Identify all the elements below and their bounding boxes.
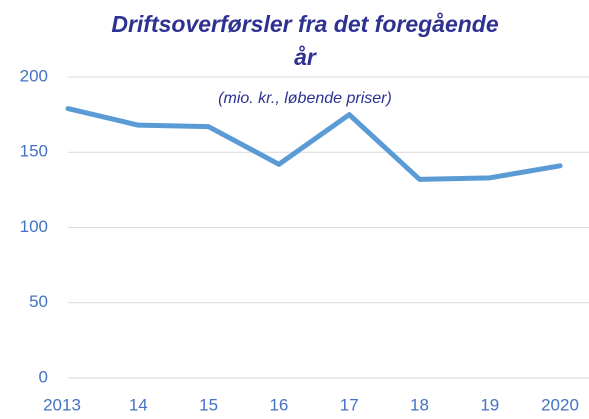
x-tick-label: 19 — [480, 395, 499, 414]
x-tick-label: 17 — [340, 395, 359, 414]
y-tick-label: 100 — [20, 217, 48, 236]
chart-title: Driftsoverførsler fra det foregående år — [111, 11, 499, 70]
data-line — [65, 106, 563, 182]
x-tick-label: 16 — [269, 395, 288, 414]
x-tick-label: 2013 — [43, 395, 81, 414]
y-tick-label: 0 — [39, 367, 48, 386]
chart-subtitle: (mio. kr., løbende priser) — [218, 90, 392, 107]
y-tick-label: 150 — [20, 142, 48, 161]
x-tick-label: 15 — [199, 395, 218, 414]
x-tick-label: 18 — [410, 395, 429, 414]
x-tick-label: 14 — [129, 395, 148, 414]
x-tick-label: 2020 — [541, 395, 579, 414]
y-tick-label: 200 — [20, 66, 48, 85]
y-tick-label: 50 — [29, 292, 48, 311]
